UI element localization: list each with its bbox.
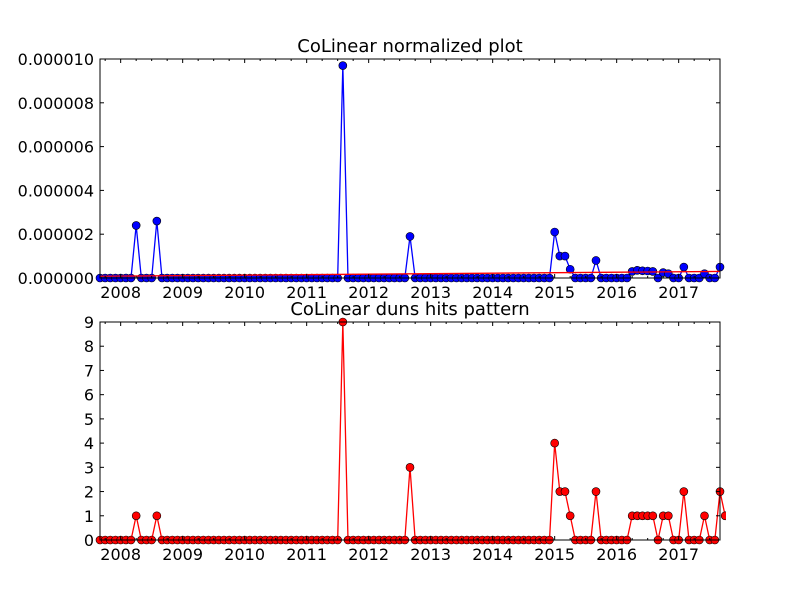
normalized-y-tick-label: 0.000010 xyxy=(18,50,94,69)
normalized-x-tick-label: 2017 xyxy=(658,283,699,302)
hits-x-tick-label: 2011 xyxy=(286,545,327,564)
normalized-x-tick-label: 2009 xyxy=(162,283,203,302)
hits-y-tick-label: 1 xyxy=(84,507,94,526)
normalized-data-point xyxy=(560,251,570,261)
hits-data-point xyxy=(720,511,726,521)
hits-data-point xyxy=(664,511,673,521)
normalized-chart-title: CoLinear normalized plot xyxy=(297,36,522,57)
normalized-x-tick-label: 2011 xyxy=(286,283,327,302)
normalized-x-tick-label: 2012 xyxy=(348,283,389,302)
hits-x-tick-label: 2009 xyxy=(162,545,203,564)
normalized-data-point xyxy=(405,232,415,241)
hits-data-point xyxy=(405,463,415,472)
normalized-data-point xyxy=(679,262,689,272)
normalized-data-point xyxy=(591,256,601,265)
normalized-y-tick-label: 0.000008 xyxy=(18,94,94,113)
hits-x-tick-label: 2013 xyxy=(410,545,451,564)
hits-y-tick-label: 2 xyxy=(84,483,94,502)
normalized-data-point xyxy=(131,221,141,230)
normalized-x-tick-label: 2016 xyxy=(596,283,637,302)
normalized-x-tick-label: 2010 xyxy=(224,283,265,302)
normalized-x-tick-label: 2008 xyxy=(100,283,141,302)
hits-y-tick-label: 6 xyxy=(84,386,94,405)
normalized-y-tick-label: 0.000004 xyxy=(18,181,94,200)
normalized-y-tick-label: 0.000006 xyxy=(18,138,94,157)
hits-y-tick-label: 0 xyxy=(84,531,94,550)
normalized-data-point xyxy=(152,216,162,226)
hits-x-tick-label: 2008 xyxy=(100,545,141,564)
hits-y-tick-label: 7 xyxy=(84,361,94,380)
hits-data-point xyxy=(591,487,601,496)
hits-chart-title: CoLinear duns hits pattern xyxy=(290,299,529,320)
hits-y-tick-label: 5 xyxy=(84,410,94,429)
hits-data-point xyxy=(550,438,559,448)
hits-y-tick-label: 4 xyxy=(84,434,94,453)
hits-data-point xyxy=(700,511,709,521)
normalized-axes-frame xyxy=(99,58,721,279)
normalized-x-tick-label: 2015 xyxy=(534,283,575,302)
hits-axes-frame xyxy=(99,321,721,541)
hits-x-tick-label: 2016 xyxy=(596,545,637,564)
hits-data-point xyxy=(131,511,141,521)
hits-data-point xyxy=(152,511,162,521)
normalized-y-tick-label: 0.000002 xyxy=(18,225,94,244)
normalized-data-point xyxy=(550,227,559,237)
hits-x-tick-label: 2012 xyxy=(348,545,389,564)
normalized-x-tick-label: 2014 xyxy=(472,283,513,302)
normalized-x-tick-label: 2013 xyxy=(410,283,451,302)
normalized-plot: CoLinear normalized plot 0.000000 0.000002… xyxy=(18,36,725,302)
hits-y-tick-label: 3 xyxy=(84,458,94,477)
hits-x-tick-label: 2014 xyxy=(472,545,513,564)
hits-data-point xyxy=(565,511,575,521)
hits-x-tick-label: 2017 xyxy=(658,545,699,564)
hits-y-tick-label: 8 xyxy=(84,337,94,356)
normalized-y-tick-label: 0.000000 xyxy=(18,269,94,288)
hits-data-point xyxy=(679,487,689,496)
hits-data-point xyxy=(648,511,658,521)
hits-y-tick-label: 9 xyxy=(84,313,94,332)
hits-x-tick-label: 2010 xyxy=(224,545,265,564)
hits-data-point xyxy=(560,487,570,496)
hits-x-tick-label: 2015 xyxy=(534,545,575,564)
duns-hits-plot: CoLinear duns hits pattern 0 1 2 3 4 5 6 7 8 9 2008… xyxy=(84,299,726,564)
normalized-data-point xyxy=(338,61,348,70)
normalized-series-1-line xyxy=(99,270,721,277)
